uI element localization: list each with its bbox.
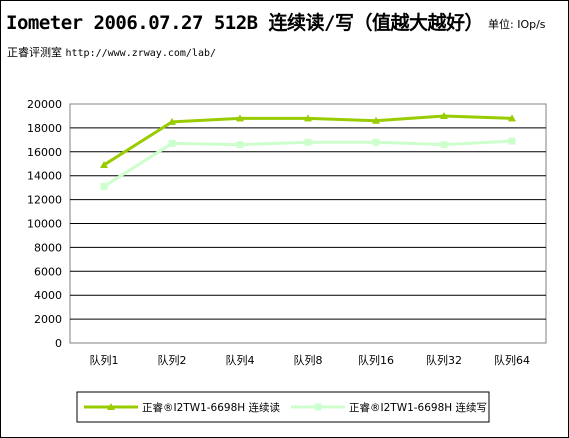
data-point	[236, 141, 244, 149]
data-point	[304, 138, 312, 146]
series-lines	[100, 111, 516, 190]
data-point	[168, 139, 176, 147]
data-point	[100, 160, 108, 168]
data-point	[236, 114, 244, 122]
legend-swatch-marker	[107, 403, 115, 410]
y-tick-label: 2000	[34, 313, 62, 326]
legend: 正睿®I2TW1-6698H 连续读 正睿®I2TW1-6698H 连续写	[84, 401, 487, 414]
legend-swatch-marker	[314, 403, 322, 411]
y-tick-label: 18000	[27, 122, 62, 135]
x-tick-label: 队列32	[426, 353, 462, 367]
x-tick-label: 队列64	[494, 353, 530, 367]
y-tick-labels: 0 2000 4000 6000 8000 10000 12000 14000 16000 180…	[27, 98, 62, 350]
grid-lines	[70, 127, 546, 320]
x-tick-labels: 队列1 队列2 队列4 队列8 队列16 队列32 队列64	[90, 353, 531, 367]
data-point	[372, 116, 380, 124]
x-tick-label: 队列16	[358, 353, 394, 367]
y-tick-label: 10000	[27, 218, 62, 231]
y-tick-label: 0	[55, 337, 62, 350]
source-label: 正睿评测室	[7, 46, 62, 59]
data-point	[440, 111, 448, 119]
y-tick-label: 4000	[34, 289, 62, 302]
x-tick-label: 队列8	[294, 353, 323, 367]
data-point	[304, 114, 312, 122]
source-url: http://www.zrway.com/lab/	[65, 48, 217, 59]
data-point	[168, 117, 176, 125]
data-point	[508, 114, 516, 122]
data-point	[100, 182, 108, 190]
chart-title: Iometer 2006.07.27 512B 连续读/写（值越大越好）	[6, 12, 483, 34]
unit-label: 单位: IOp/s	[488, 18, 546, 31]
data-point	[508, 137, 516, 145]
legend-box	[76, 391, 490, 423]
legend-label: 正睿®I2TW1-6698H 连续写	[349, 401, 487, 414]
source-line: 正睿评测室 http://www.zrway.com/lab/	[7, 44, 216, 60]
x-tick-label: 队列4	[226, 353, 255, 367]
y-tick-label: 8000	[34, 241, 62, 254]
y-tick-label: 14000	[27, 170, 62, 183]
data-point	[440, 141, 448, 149]
y-tick-label: 20000	[27, 98, 62, 111]
x-tick-label: 队列1	[90, 353, 119, 367]
x-tick-label: 队列2	[158, 353, 187, 367]
data-point	[372, 138, 380, 146]
y-tick-label: 16000	[27, 146, 62, 159]
y-tick-label: 12000	[27, 194, 62, 207]
legend-label: 正睿®I2TW1-6698H 连续读	[142, 401, 280, 414]
y-tick-label: 6000	[34, 265, 62, 278]
